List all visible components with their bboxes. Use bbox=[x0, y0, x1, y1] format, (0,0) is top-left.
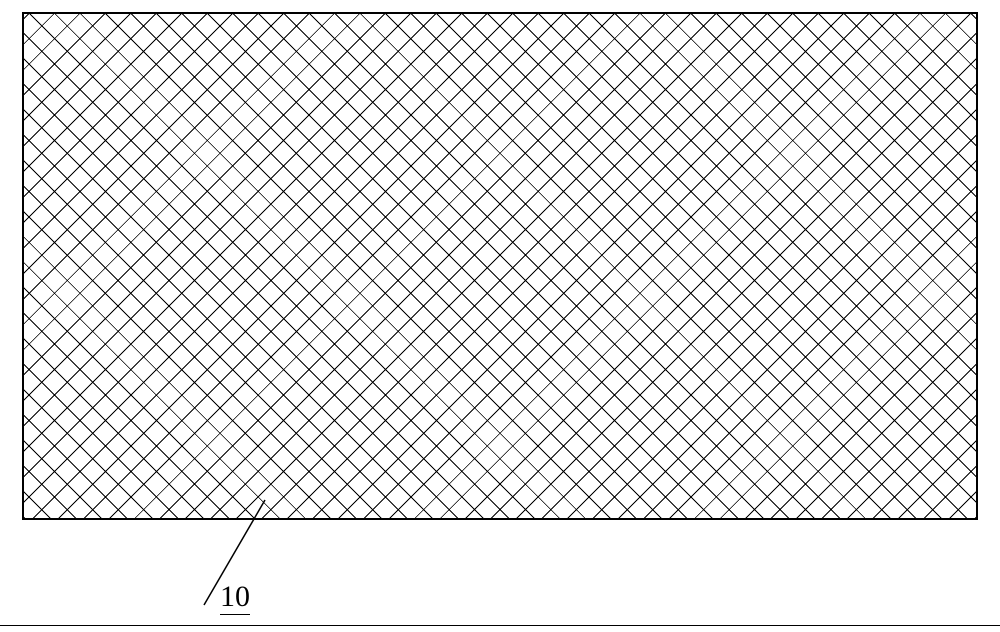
callout-10-text: 10 bbox=[220, 580, 250, 615]
callout-10-leader bbox=[0, 0, 1000, 632]
callout-10-label: 10 bbox=[220, 582, 250, 612]
figure-lower-bound bbox=[0, 625, 1000, 626]
